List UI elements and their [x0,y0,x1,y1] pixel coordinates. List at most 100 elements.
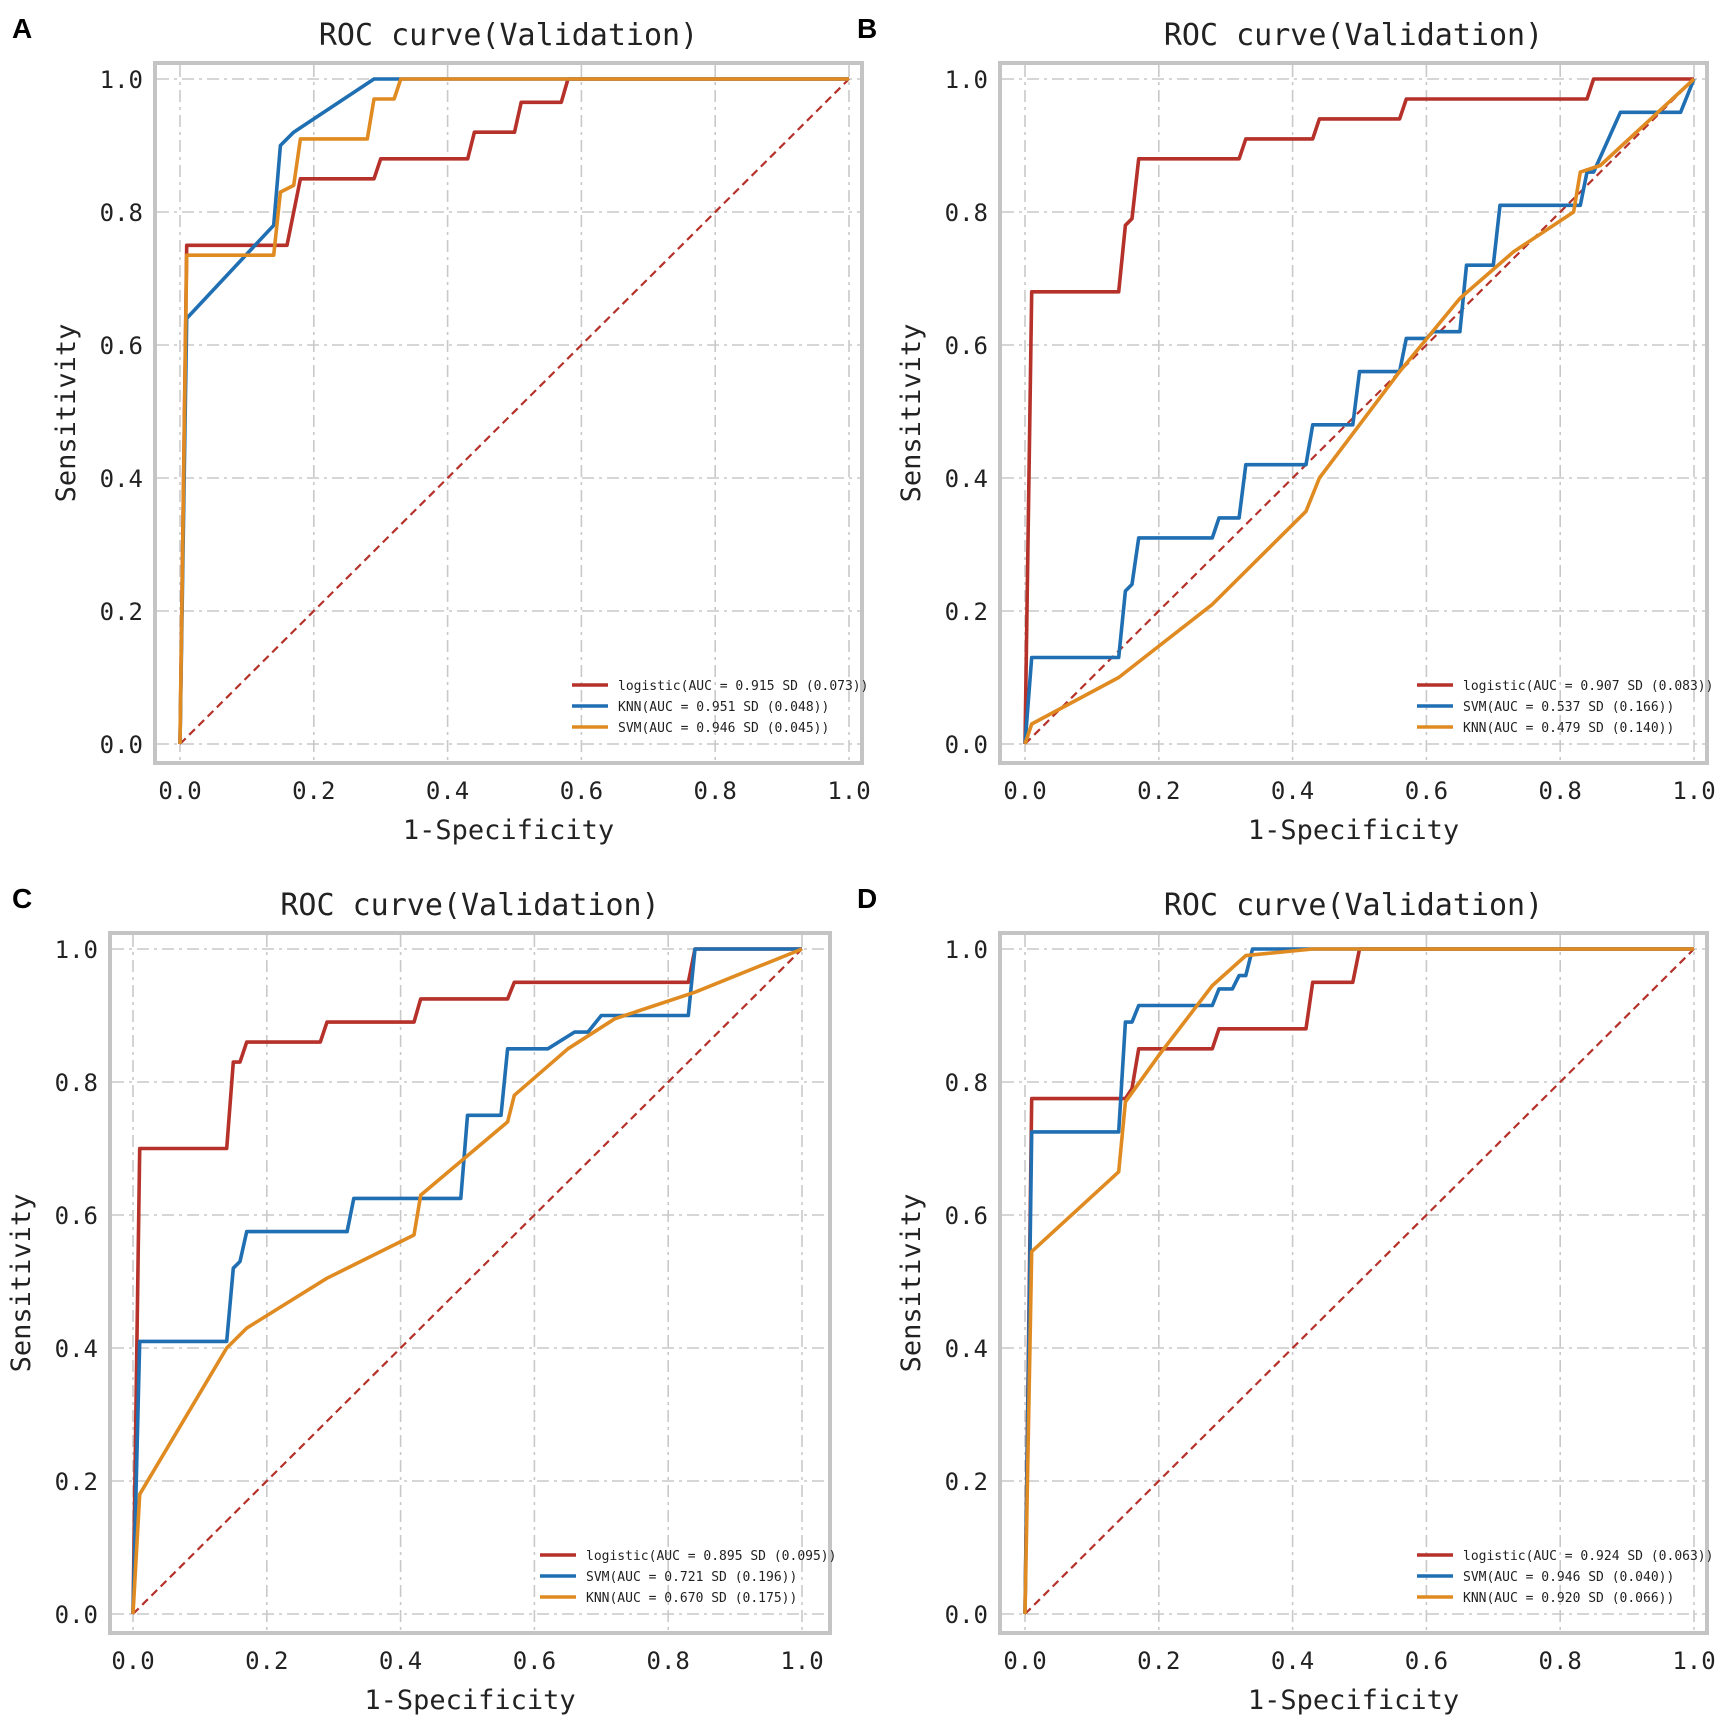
x-tick-label: 0.2 [1137,1647,1180,1675]
legend-label: KNN(AUC = 0.951 SD (0.048)) [618,700,829,715]
y-tick-label: 0.4 [100,465,143,493]
y-axis-label: Sensitivity [896,324,927,503]
panel-letter: A [12,13,32,44]
legend-label: logistic(AUC = 0.915 SD (0.073)) [618,679,868,694]
x-tick-label: 0.4 [1271,1647,1314,1675]
y-tick-label: 0.6 [100,332,143,360]
y-tick-label: 0.6 [945,1202,988,1230]
legend-label: logistic(AUC = 0.924 SD (0.063)) [1463,1549,1713,1564]
legend-label: logistic(AUC = 0.895 SD (0.095)) [586,1549,836,1564]
y-tick-label: 0.6 [945,332,988,360]
x-tick-label: 1.0 [827,777,870,805]
x-tick-label: 0.2 [1137,777,1180,805]
plot-frame [153,61,864,765]
y-tick-label: 0.2 [100,598,143,626]
y-tick-label: 1.0 [945,66,988,94]
panel-letter: D [857,883,877,914]
panel-A: A 0.0 0.2 0.4 0.6 0.8 1.0 0.0 0.2 0.4 0.6 0.8 1.0 ROC… [12,13,871,846]
chance-diagonal-line [1024,948,1695,1615]
y-tick-label: 0.8 [55,1069,98,1097]
x-tick-label: 0.4 [1271,777,1314,805]
legend: logistic(AUC = 0.907 SD (0.083)) SVM(AUC … [1417,679,1713,736]
series-line-knn [131,947,803,1615]
x-axis-label: 1-Specificity [403,815,614,846]
legend-label: KNN(AUC = 0.479 SD (0.140)) [1463,721,1674,736]
x-tick-label: 0.6 [513,1647,556,1675]
series-line-logistic [178,77,849,745]
chart-title: ROC curve(Validation) [1164,888,1543,923]
legend-label: SVM(AUC = 0.537 SD (0.166)) [1463,700,1674,715]
x-tick-label: 0.6 [560,777,603,805]
y-tick-label: 0.0 [100,731,143,759]
y-tick-label: 0.8 [100,199,143,227]
x-tick-label: 0.6 [1405,1647,1448,1675]
series-line-svm [1023,947,1694,1615]
panel-B: B 0.0 0.2 0.4 0.6 0.8 1.0 0.0 0.2 0.4 0.6 0.8 1.0 ROC… [857,13,1716,846]
chart-title: ROC curve(Validation) [319,18,698,53]
legend: logistic(AUC = 0.895 SD (0.095)) SVM(AUC … [540,1549,836,1606]
y-tick-label: 0.8 [945,1069,988,1097]
x-tick-label: 0.8 [647,1647,690,1675]
x-tick-label: 0.4 [426,777,469,805]
panel-C: C 0.0 0.2 0.4 0.6 0.8 1.0 0.0 0.2 0.4 0.6 0.8 1.0 ROC… [6,883,836,1716]
series-line-svm [178,77,849,745]
x-tick-label: 0.8 [694,777,737,805]
series-line-svm [1023,78,1696,745]
x-axis-label: 1-Specificity [1248,1685,1459,1716]
y-tick-label: 0.2 [945,598,988,626]
x-tick-label: 0.0 [1003,777,1046,805]
legend-label: KNN(AUC = 0.670 SD (0.175)) [586,1591,797,1606]
legend: logistic(AUC = 0.915 SD (0.073)) KNN(AUC … [572,679,868,736]
y-tick-label: 1.0 [945,936,988,964]
y-tick-label: 0.2 [55,1468,98,1496]
x-tick-label: 0.8 [1539,1647,1582,1675]
chart-title: ROC curve(Validation) [1164,18,1543,53]
legend: logistic(AUC = 0.924 SD (0.063)) SVM(AUC … [1417,1549,1713,1606]
y-tick-label: 0.0 [55,1601,98,1629]
legend-label: SVM(AUC = 0.946 SD (0.045)) [618,721,829,736]
x-tick-label: 0.0 [158,777,201,805]
x-tick-label: 0.0 [111,1647,154,1675]
panel-letter: C [12,883,32,914]
x-axis-label: 1-Specificity [1248,815,1459,846]
y-tick-label: 0.4 [945,465,988,493]
y-tick-label: 0.4 [55,1335,98,1363]
x-tick-label: 0.2 [292,777,335,805]
x-tick-label: 1.0 [1672,1647,1715,1675]
legend-label: SVM(AUC = 0.946 SD (0.040)) [1463,1570,1674,1585]
panel-D: D 0.0 0.2 0.4 0.6 0.8 1.0 0.0 0.2 0.4 0.6 0.8 1.0 ROC… [857,883,1716,1716]
y-tick-label: 0.8 [945,199,988,227]
panel-letter: B [857,13,877,44]
series-line-knn [1023,947,1694,1615]
y-tick-label: 1.0 [55,936,98,964]
legend-label: SVM(AUC = 0.721 SD (0.196)) [586,1570,797,1585]
chart-title: ROC curve(Validation) [280,888,659,923]
x-tick-label: 0.2 [245,1647,288,1675]
series-line-knn [1023,77,1696,745]
x-tick-label: 0.8 [1539,777,1582,805]
x-tick-label: 0.4 [379,1647,422,1675]
x-tick-label: 1.0 [780,1647,823,1675]
y-axis-label: Sensitivity [896,1194,927,1373]
plot-frame [998,931,1709,1635]
y-axis-label: Sensitivity [6,1194,37,1373]
chance-diagonal-line [179,78,850,745]
y-tick-label: 0.0 [945,1601,988,1629]
x-tick-label: 0.0 [1003,1647,1046,1675]
y-tick-label: 0.6 [55,1202,98,1230]
chance-diagonal-line [132,948,803,1615]
x-tick-label: 0.6 [1405,777,1448,805]
y-tick-label: 0.4 [945,1335,988,1363]
y-tick-label: 0.2 [945,1468,988,1496]
series-line-logistic [1023,77,1694,745]
legend-label: logistic(AUC = 0.907 SD (0.083)) [1463,679,1713,694]
y-axis-label: Sensitivity [51,324,82,503]
x-axis-label: 1-Specificity [364,1685,575,1716]
y-tick-label: 1.0 [100,66,143,94]
series-line-svm [131,947,802,1615]
series-line-logistic [131,947,802,1615]
y-tick-label: 0.0 [945,731,988,759]
legend-label: KNN(AUC = 0.920 SD (0.066)) [1463,1591,1674,1606]
x-tick-label: 1.0 [1672,777,1715,805]
